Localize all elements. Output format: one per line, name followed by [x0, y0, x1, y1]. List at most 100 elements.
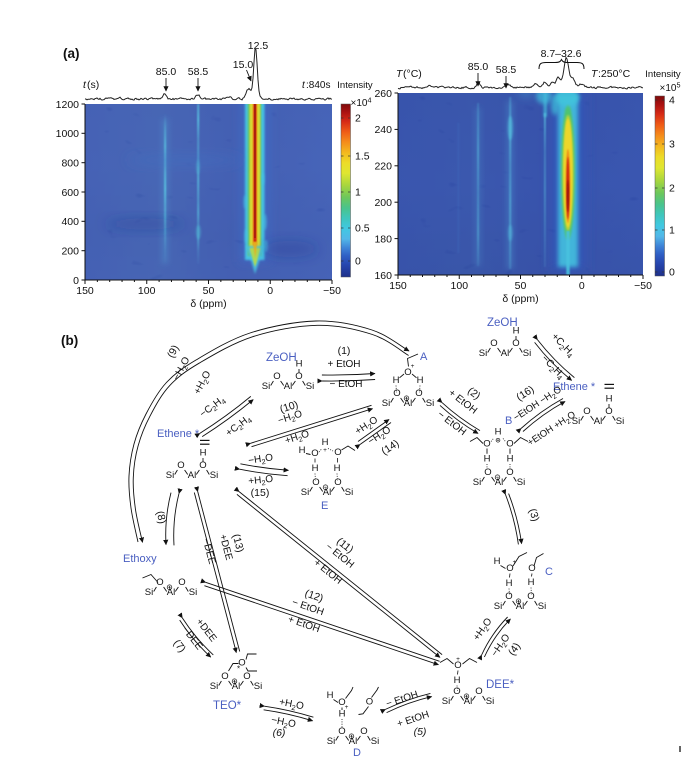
svg-text:Si: Si [382, 398, 390, 409]
svg-text:0: 0 [73, 275, 79, 287]
svg-text:160: 160 [374, 270, 392, 282]
svg-text:50: 50 [515, 280, 527, 292]
svg-text:Al: Al [232, 681, 240, 692]
svg-text:+ EtOH: + EtOH [327, 359, 360, 370]
svg-text:O: O [506, 467, 513, 478]
svg-text:O: O [177, 460, 184, 471]
svg-text:H: H [606, 394, 613, 405]
svg-text:0: 0 [267, 285, 273, 297]
svg-text:1: 1 [355, 187, 361, 199]
svg-text:Si: Si [254, 681, 262, 692]
svg-text:H: H [484, 454, 491, 465]
svg-text:Al: Al [323, 487, 331, 498]
svg-text:Si: Si [442, 696, 450, 707]
svg-text:O: O [484, 467, 491, 478]
svg-text:t: t [83, 79, 87, 91]
svg-text:O: O [338, 697, 345, 708]
svg-text:T: T [591, 68, 599, 80]
svg-text:2: 2 [669, 183, 675, 195]
svg-text:150: 150 [76, 285, 94, 297]
svg-text::250°C: :250°C [598, 68, 631, 80]
svg-text:O: O [273, 371, 280, 382]
svg-text:12.5: 12.5 [248, 40, 269, 52]
svg-text:Si: Si [486, 696, 494, 707]
svg-text:×104​: ×104​ [351, 96, 372, 110]
svg-text:O: O [338, 726, 345, 737]
svg-text:58.5: 58.5 [188, 66, 209, 78]
svg-text:(8): (8) [154, 510, 168, 525]
svg-text:δ (ppm): δ (ppm) [502, 293, 538, 305]
svg-text:O: O [415, 388, 422, 399]
svg-text:H: H [454, 675, 461, 686]
svg-text:Si: Si [616, 416, 624, 427]
svg-text:+H2​O: +H2​O [248, 474, 274, 489]
svg-text:(9): (9) [165, 343, 182, 360]
svg-text:(°C): (°C) [403, 68, 422, 80]
svg-text:Si: Si [189, 587, 197, 598]
svg-text:Al: Al [404, 398, 412, 409]
svg-text:δ (ppm): δ (ppm) [190, 298, 226, 310]
svg-text:240: 240 [374, 124, 392, 136]
svg-text:+: + [411, 363, 415, 370]
svg-text:Al: Al [495, 477, 503, 488]
svg-text:O: O [583, 406, 590, 417]
svg-text:− EtOH: − EtOH [329, 379, 362, 390]
svg-text:O: O [199, 460, 206, 471]
svg-text:t: t [302, 80, 306, 91]
svg-text:−50: −50 [634, 280, 652, 292]
svg-text:1: 1 [669, 225, 675, 237]
svg-text:O: O [453, 686, 460, 697]
svg-text:8.7–32.6: 8.7–32.6 [541, 48, 582, 60]
svg-text::840s: :840s [306, 80, 330, 91]
svg-text:O: O [393, 388, 400, 399]
svg-text:Si: Si [262, 381, 270, 392]
svg-text:Al: Al [501, 348, 509, 359]
svg-text:O: O [605, 406, 612, 417]
svg-text:TEO*: TEO* [213, 700, 242, 712]
svg-text:85.0: 85.0 [468, 61, 489, 73]
svg-text:(1): (1) [338, 345, 351, 357]
svg-text:Si: Si [301, 487, 309, 498]
svg-text:H: H [299, 445, 306, 456]
svg-text:O: O [221, 671, 228, 682]
svg-text:(13): (13) [230, 533, 246, 554]
svg-text:H: H [513, 326, 520, 337]
svg-text:O: O [527, 591, 534, 602]
svg-text:(5): (5) [414, 726, 427, 738]
svg-text:260: 260 [374, 88, 392, 100]
svg-text:ZeOH: ZeOH [487, 317, 518, 329]
svg-text:Si: Si [538, 601, 546, 612]
svg-text:Si: Si [523, 348, 531, 359]
svg-text:0.5: 0.5 [355, 223, 370, 235]
svg-text:H: H [339, 709, 346, 720]
svg-text:ZeOH: ZeOH [266, 352, 297, 364]
svg-text:O: O [366, 697, 373, 708]
svg-text:H: H [507, 454, 514, 465]
svg-text:O: O [311, 448, 318, 459]
svg-text:100: 100 [451, 280, 469, 292]
svg-text:Si: Si [306, 381, 314, 392]
svg-text:−50: −50 [323, 285, 341, 297]
svg-text:H: H [417, 375, 424, 386]
svg-text:O: O [404, 367, 411, 378]
svg-text:(s): (s) [87, 79, 99, 91]
svg-text:B: B [505, 415, 512, 427]
svg-text:Si: Si [145, 587, 153, 598]
svg-text:A: A [420, 351, 428, 363]
svg-text:O: O [360, 726, 367, 737]
svg-text:H: H [528, 577, 535, 588]
svg-text:Si: Si [572, 416, 580, 427]
svg-text:O: O [295, 371, 302, 382]
svg-text:+: + [345, 704, 349, 711]
svg-text:O: O [505, 591, 512, 602]
svg-text:O: O [454, 660, 461, 671]
svg-text:Al: Al [349, 736, 357, 747]
svg-text:(b): (b) [61, 333, 78, 348]
svg-text:1200: 1200 [56, 99, 80, 111]
svg-text:(a): (a) [63, 46, 80, 61]
svg-text:(12): (12) [303, 587, 325, 604]
svg-text:200: 200 [374, 197, 392, 209]
svg-text:Si: Si [494, 601, 502, 612]
svg-text:1000: 1000 [56, 128, 80, 140]
svg-text:(15): (15) [251, 487, 270, 499]
